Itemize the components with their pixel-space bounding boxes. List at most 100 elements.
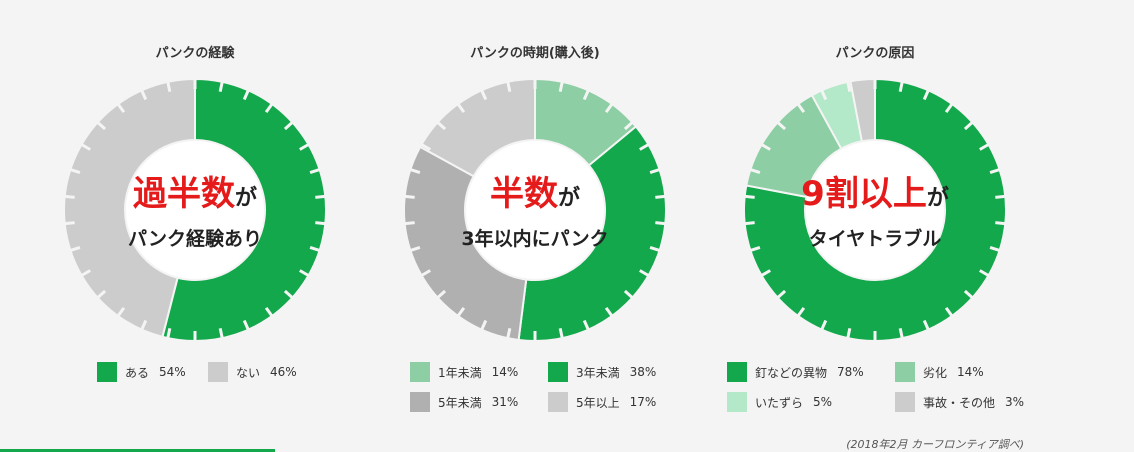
rim-notch bbox=[639, 269, 651, 278]
legend-value: 5% bbox=[813, 395, 833, 409]
legend-item: 事故・その他 3% bbox=[895, 392, 1024, 412]
rim-notch bbox=[944, 307, 955, 319]
rim-notch bbox=[283, 119, 295, 131]
legend-label: 1年未満 bbox=[438, 365, 482, 380]
chart-title: パンクの経験 bbox=[155, 46, 235, 61]
chart-title: パンクの時期(購入後) bbox=[470, 46, 600, 61]
rim-notch bbox=[115, 307, 126, 319]
center-subline: 3年以内にパンク bbox=[461, 227, 608, 250]
rim-notch bbox=[649, 167, 662, 175]
legend-item: いたずら 5% bbox=[727, 392, 832, 412]
rim-notch bbox=[242, 319, 251, 333]
legend-item: 5年以上 17% bbox=[548, 392, 656, 412]
legend-item: ない 46% bbox=[208, 362, 297, 382]
legend-label: ない bbox=[236, 365, 261, 380]
chart-panel-cause: パンクの原因 9割以上がタイヤトラブル 釘などの異物 78% 劣化 14% いた… bbox=[705, 0, 1045, 452]
legend-value: 14% bbox=[491, 365, 519, 379]
rim-notch bbox=[558, 328, 565, 341]
rim-notch bbox=[582, 87, 591, 101]
rim-notch bbox=[419, 142, 431, 151]
rim-notch bbox=[655, 221, 668, 226]
legend-swatch bbox=[895, 392, 915, 412]
rim-notch bbox=[62, 221, 75, 226]
rim-notch bbox=[479, 319, 488, 333]
rim-notch bbox=[639, 142, 651, 151]
legend-value: 31% bbox=[491, 395, 519, 409]
rim-notch bbox=[419, 269, 431, 278]
rim-notch bbox=[242, 87, 251, 101]
rim-notch bbox=[845, 79, 852, 92]
rim-notch bbox=[264, 101, 275, 113]
rim-notch bbox=[435, 289, 447, 301]
rim-notch bbox=[819, 87, 828, 101]
rim-notch bbox=[795, 101, 806, 113]
rim-notch bbox=[922, 319, 931, 333]
legend-label: 事故・その他 bbox=[923, 395, 996, 410]
center-subline: パンク経験あり bbox=[128, 227, 262, 250]
rim-notch bbox=[315, 221, 328, 226]
rim-notch bbox=[505, 328, 512, 341]
rim-notch bbox=[455, 307, 466, 319]
chart-title: パンクの原因 bbox=[835, 46, 915, 61]
rim-notch bbox=[623, 289, 635, 301]
center-headline: 9割以上が bbox=[801, 174, 949, 214]
legend-value: 3% bbox=[1005, 395, 1025, 409]
legend-swatch bbox=[895, 362, 915, 382]
legend-swatch bbox=[410, 392, 430, 412]
rim-notch bbox=[759, 269, 771, 278]
legend-swatch bbox=[97, 362, 117, 382]
rim-notch bbox=[775, 119, 787, 131]
rim-notch bbox=[68, 245, 81, 253]
pie-slice bbox=[517, 125, 667, 342]
rim-notch bbox=[408, 167, 421, 175]
rim-notch bbox=[283, 289, 295, 301]
legend-swatch bbox=[410, 362, 430, 382]
rim-notch bbox=[139, 87, 148, 101]
rim-notch bbox=[299, 142, 311, 151]
legend-label: 5年未満 bbox=[438, 395, 482, 410]
rim-notch bbox=[623, 119, 635, 131]
pie-slice bbox=[161, 77, 327, 342]
legend-label: 5年以上 bbox=[576, 395, 620, 410]
rim-notch bbox=[435, 119, 447, 131]
center-highlight: 半数 bbox=[490, 174, 558, 214]
legend-label: 釘などの異物 bbox=[755, 365, 828, 380]
rim-notch bbox=[479, 87, 488, 101]
rim-notch bbox=[505, 79, 512, 92]
legend-swatch bbox=[727, 392, 747, 412]
pie-slice bbox=[849, 77, 876, 143]
pie-slice bbox=[403, 145, 528, 342]
rim-notch bbox=[79, 142, 91, 151]
rim-notch bbox=[819, 319, 828, 333]
rim-notch bbox=[309, 245, 322, 253]
rim-notch bbox=[979, 269, 991, 278]
rim-notch bbox=[742, 194, 755, 199]
rim-notch bbox=[95, 289, 107, 301]
rim-notch bbox=[604, 101, 615, 113]
rim-notch bbox=[979, 142, 991, 151]
legend-item: 釘などの異物 78% bbox=[727, 362, 864, 382]
legend-value: 38% bbox=[629, 365, 657, 379]
rim-notch bbox=[963, 119, 975, 131]
donut-center bbox=[466, 141, 604, 279]
legend-label: 劣化 bbox=[923, 365, 948, 380]
center-suffix: が bbox=[927, 185, 949, 211]
chart-panel-experience: パンクの経験 過半数が パンク経験あり ある 54% ない 46% bbox=[25, 0, 365, 452]
legend-item: 劣化 14% bbox=[895, 362, 984, 382]
rim-notch bbox=[558, 79, 565, 92]
rim-notch bbox=[95, 119, 107, 131]
rim-notch bbox=[775, 289, 787, 301]
rim-notch bbox=[402, 221, 415, 226]
rim-notch bbox=[989, 167, 1002, 175]
rim-notch bbox=[402, 194, 415, 199]
legend-value: 78% bbox=[837, 365, 864, 379]
legend-item: ある 54% bbox=[97, 362, 186, 382]
rim-notch bbox=[649, 245, 662, 253]
center-subline: タイヤトラブル bbox=[809, 227, 941, 250]
legend-item: 1年未満 14% bbox=[410, 362, 518, 382]
legend-item: 5年未満 31% bbox=[410, 392, 518, 412]
chart-panel-timing: パンクの時期(購入後) 半数が 3年以内にパンク 1年未満 14% 3年未満 38… bbox=[365, 0, 705, 452]
donut-chart: 半数が 3年以内にパンク bbox=[402, 77, 668, 343]
